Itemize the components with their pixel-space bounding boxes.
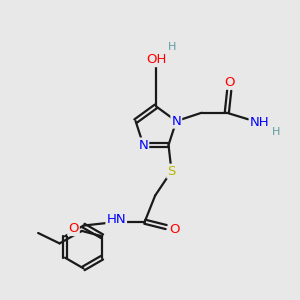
Text: O: O xyxy=(169,223,180,236)
Text: O: O xyxy=(224,76,235,89)
Text: O: O xyxy=(68,222,79,235)
Text: OH: OH xyxy=(146,53,166,66)
Text: HN: HN xyxy=(106,213,126,226)
Text: S: S xyxy=(167,165,176,178)
Text: N: N xyxy=(139,139,148,152)
Text: N: N xyxy=(171,115,181,128)
Text: H: H xyxy=(168,42,176,52)
Text: H: H xyxy=(272,127,281,137)
Text: NH: NH xyxy=(250,116,269,129)
